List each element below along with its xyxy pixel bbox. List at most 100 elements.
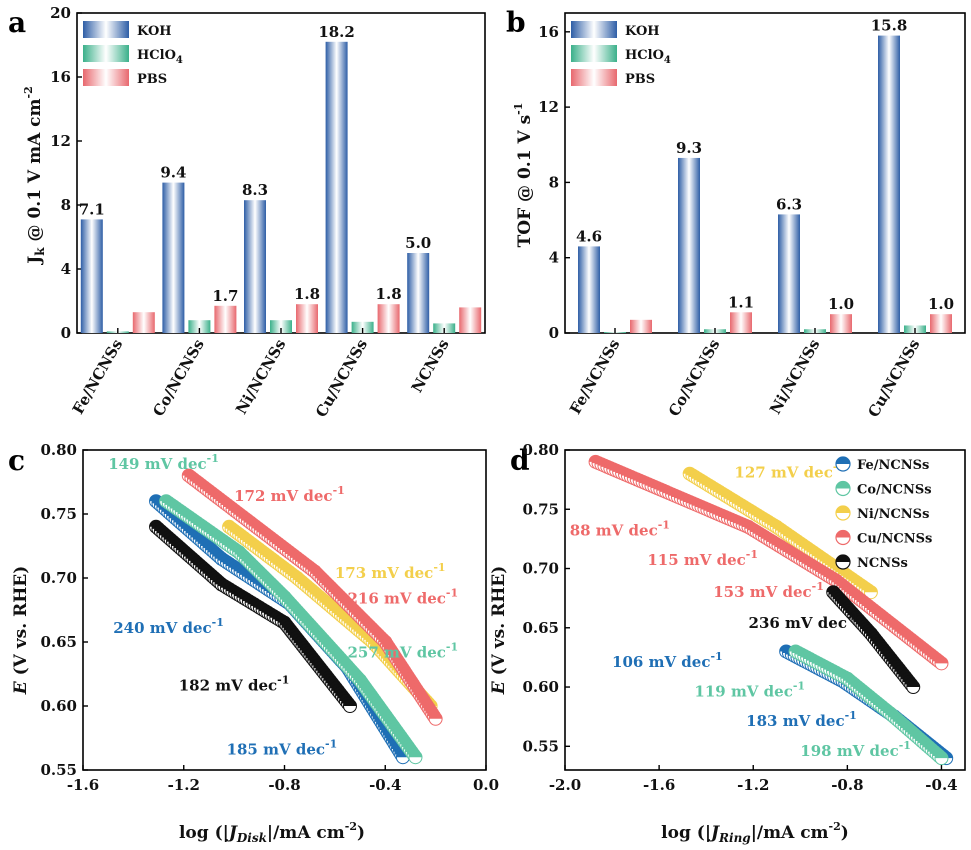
legend-label-sub: 4 [176, 55, 183, 66]
x-tick-label: Fe/NCNSs [69, 336, 126, 417]
legend-label: Fe/NCNSs [857, 458, 929, 473]
slope-annotation-text: 198 mV dec [800, 742, 898, 760]
data-point-fill [343, 699, 357, 706]
slope-annotation-sup: -1 [658, 518, 670, 531]
slope-annotation-sup: -1 [277, 674, 289, 687]
x-tick-label: Ni/NCNSs [766, 336, 823, 417]
bar-koh [162, 182, 185, 333]
y-tick-label: 12 [50, 132, 71, 150]
x-tick-label: -2.0 [549, 776, 581, 794]
slope-annotation: 127 mV dec-1 [734, 460, 845, 481]
slope-annotation: 153 mV dec-1 [713, 580, 824, 601]
slope-annotation: 216 mV dec-1 [347, 587, 458, 608]
chart-panel-c: 0.55 0.60 0.65 0.70 0.75 0.80 -1.6 -1.2 -0.8 -0.4… [40, 441, 499, 794]
panel-label-b: b [506, 6, 526, 39]
bar-koh [778, 214, 800, 333]
y-tick-label: 0.65 [40, 633, 77, 651]
data-point-fill [429, 712, 443, 719]
data-point-fill [864, 585, 878, 593]
data-point-fill [906, 680, 920, 688]
bar-pbs [459, 307, 482, 333]
slope-annotation-sup: -1 [746, 548, 758, 561]
slope-annotation: 173 mV dec-1 [335, 561, 446, 582]
slope-annotation-sup: -1 [207, 452, 219, 465]
y-tick-label: 0.55 [522, 737, 559, 755]
slope-annotation-sup: -1 [793, 680, 805, 693]
y-axis-label-a: Jk @ 0.1 V mA cm-2 [22, 86, 47, 265]
data-label: 18.2 [318, 23, 355, 41]
slope-annotation: 236 mV dec-1 [749, 611, 860, 632]
y-tick-label: 0 [61, 324, 71, 342]
slope-annotation-text: 172 mV dec [234, 487, 332, 505]
slope-annotation-sup: -1 [847, 611, 859, 624]
bar-hclo4 [351, 321, 374, 333]
slope-annotation-text: 236 mV dec [749, 614, 847, 632]
data-point-fill [934, 656, 948, 664]
slope-annotation-sup: -1 [212, 616, 224, 629]
legend-swatch [83, 69, 129, 86]
y-tick-label: 0.75 [40, 505, 77, 523]
bar-pbs [132, 312, 155, 333]
x-tick-label: Ni/NCNSs [232, 336, 289, 417]
slope-annotation-text: 127 mV dec [734, 463, 832, 481]
slope-annotation-text: 153 mV dec [713, 583, 811, 601]
y-tick-label: 8 [549, 173, 559, 191]
series-ncnss [826, 585, 921, 695]
slope-annotation-text: 240 mV dec [113, 619, 211, 637]
legend-label-main: HClO [137, 48, 176, 63]
x-tick-label: -1.2 [737, 776, 769, 794]
x-tick-label: Co/NCNSs [149, 336, 208, 420]
slope-annotation-text: 88 mV dec [570, 521, 658, 539]
panel-label-c: c [8, 444, 25, 477]
chart-panel-d: 0.55 0.60 0.65 0.70 0.75 0.80 -2.0 -1.6 -1.2 -0.8… [522, 441, 966, 794]
x-tick-label: -0.8 [831, 776, 863, 794]
bar-hclo4 [188, 320, 211, 333]
x-tick-label: Cu/NCNSs [864, 336, 923, 420]
y-tick-label: 4 [549, 249, 559, 267]
slope-annotation-sup: -1 [710, 650, 722, 663]
y-tick-label: 0.80 [522, 441, 559, 459]
slope-annotation-text: 119 mV dec [694, 683, 792, 701]
data-label: 1.8 [376, 285, 402, 303]
slope-annotation-text: 216 mV dec [347, 590, 445, 608]
legend-label: Cu/NCNSs [857, 532, 932, 547]
data-label: 1.8 [294, 285, 320, 303]
slope-annotation: 182 mV dec-1 [179, 674, 290, 695]
slope-annotation: 183 mV dec-1 [746, 709, 857, 730]
data-label: 1.1 [728, 293, 754, 311]
panel-label-a: a [8, 6, 26, 39]
legend-label: KOH [137, 24, 172, 39]
bar-pbs [730, 312, 752, 333]
legend-label: HClO4 [625, 48, 671, 66]
x-tick-label: 0.0 [473, 776, 499, 794]
slope-annotation: 172 mV dec-1 [234, 484, 345, 505]
legend-marker-fill [836, 506, 850, 513]
panel-b-frame [564, 12, 966, 334]
series-co-ncnss [159, 494, 423, 765]
y-tick-label: 16 [50, 68, 71, 86]
bar-koh [407, 253, 430, 333]
bar-koh [678, 157, 700, 333]
slope-annotation: 198 mV dec-1 [800, 739, 911, 760]
series-co-ncnss [788, 644, 949, 766]
y-tick-label: 4 [61, 260, 71, 278]
slope-annotation-sup: -1 [333, 484, 345, 497]
legend: KOH HClO4 PBS [83, 21, 183, 87]
slope-annotation-text: 257 mV dec [347, 643, 445, 661]
x-tick-label: Co/NCNSs [665, 336, 724, 420]
slope-annotation-text: 115 mV dec [647, 551, 745, 569]
data-label: 1.7 [212, 287, 238, 305]
y-tick-label: 0.55 [40, 761, 77, 779]
slope-annotation: 240 mV dec-1 [113, 616, 224, 637]
panel-label-d: d [510, 444, 530, 477]
data-label: 8.3 [242, 181, 268, 199]
data-label: 1.0 [828, 295, 854, 313]
y-axis-label-c: E (V vs. RHE) [11, 566, 31, 696]
slope-annotation: 115 mV dec-1 [647, 548, 758, 569]
y-axis-label-d: E (V vs. RHE) [489, 566, 509, 696]
bar-pbs [377, 304, 400, 333]
bar-pbs [630, 319, 652, 333]
legend-swatch [571, 45, 617, 62]
legend-marker-fill [836, 530, 850, 538]
